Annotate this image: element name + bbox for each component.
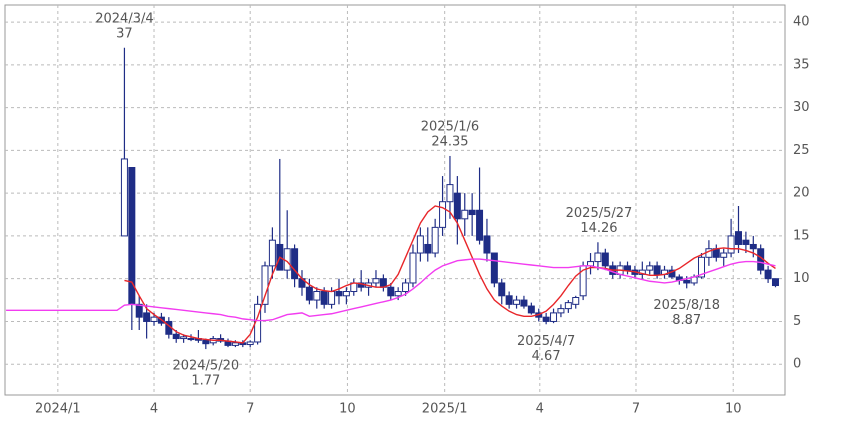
- annotation-date: 2025/5/27: [566, 206, 633, 221]
- candle-body: [542, 316, 550, 322]
- candle-body: [646, 265, 654, 271]
- y-tick-label: 10: [793, 271, 810, 286]
- y-tick-label: 5: [793, 314, 801, 329]
- candle-body: [520, 299, 528, 307]
- candle-body: [335, 291, 343, 297]
- candle-body: [564, 302, 572, 310]
- candle-body: [246, 341, 254, 346]
- y-tick-label: 20: [793, 186, 810, 201]
- candle-body: [601, 252, 609, 267]
- candle-body: [128, 167, 136, 305]
- x-tick-label: 7: [246, 402, 254, 417]
- y-tick-label: 25: [793, 143, 810, 158]
- candle-body: [490, 252, 498, 284]
- candle-body: [653, 265, 661, 275]
- annotation-date: 2024/5/20: [172, 359, 239, 374]
- candle-body: [416, 235, 424, 254]
- candle-body: [749, 243, 757, 250]
- candle-body: [135, 303, 143, 318]
- candle-body: [698, 256, 706, 278]
- y-tick-label: 40: [793, 15, 810, 30]
- candle-body: [172, 333, 180, 340]
- candle-body: [557, 308, 565, 314]
- candle-body: [268, 239, 276, 267]
- candle-body: [328, 291, 336, 305]
- annotation-value: 4.67: [532, 349, 561, 364]
- y-tick-label: 35: [793, 57, 810, 72]
- candle-body: [409, 252, 417, 284]
- candle-body: [742, 239, 750, 245]
- candle-body: [727, 235, 735, 254]
- candle-body: [402, 282, 410, 293]
- x-tick-label: 2024/1: [35, 402, 81, 417]
- candle-body: [313, 291, 321, 301]
- candle-body: [431, 226, 439, 254]
- candle-body: [439, 201, 447, 228]
- candle-body: [624, 265, 632, 271]
- candle-body: [387, 286, 395, 297]
- candle-body: [527, 305, 535, 314]
- x-tick-label: 2025/1: [422, 402, 468, 417]
- candle-body: [498, 282, 506, 297]
- candle-body: [572, 297, 580, 305]
- candle-body: [150, 316, 158, 322]
- annotation-value: 14.26: [580, 221, 617, 236]
- candle-body: [505, 295, 513, 305]
- annotation-value: 24.35: [431, 134, 468, 149]
- candle-body: [231, 342, 239, 346]
- candle-body: [283, 248, 291, 271]
- candle-body: [453, 192, 461, 220]
- candle-body: [720, 252, 728, 258]
- candle-body: [683, 279, 691, 284]
- candle-body: [120, 158, 128, 237]
- candle-body: [771, 278, 779, 287]
- candle-body: [550, 312, 558, 322]
- candle-body: [594, 252, 602, 263]
- x-tick-label: 4: [536, 402, 544, 417]
- candle-body: [394, 291, 402, 297]
- y-tick-label: 15: [793, 228, 810, 243]
- candle-body: [187, 338, 195, 341]
- candle-body: [291, 248, 299, 280]
- annotation-value: 1.77: [191, 374, 220, 389]
- candle-body: [483, 235, 491, 254]
- candle-body: [261, 265, 269, 305]
- candle-body: [734, 231, 742, 245]
- candle-body: [476, 209, 484, 241]
- y-tick-label: 0: [793, 357, 801, 372]
- x-tick-label: 10: [725, 402, 742, 417]
- x-tick-label: 7: [632, 402, 640, 417]
- candle-body: [446, 184, 454, 203]
- candle-body: [305, 286, 313, 301]
- annotation-value: 8.87: [672, 313, 701, 328]
- annotation-date: 2025/4/7: [517, 334, 575, 349]
- annotation-value: 37: [116, 26, 133, 41]
- candle-body: [461, 209, 469, 220]
- moving-average-line: [6, 258, 776, 322]
- candle-body: [143, 312, 151, 322]
- candle-body: [320, 291, 328, 305]
- candle-body: [202, 339, 210, 345]
- moving-average-line: [124, 205, 776, 344]
- candle-body: [180, 336, 188, 340]
- candle-body: [342, 291, 350, 297]
- candle-body: [424, 243, 432, 254]
- candle-body: [468, 209, 476, 216]
- annotation-date: 2024/3/4: [95, 11, 153, 26]
- y-tick-label: 30: [793, 100, 810, 115]
- annotation-date: 2025/1/6: [421, 119, 479, 134]
- x-tick-label: 10: [339, 402, 356, 417]
- candle-body: [513, 299, 521, 305]
- x-tick-label: 4: [150, 402, 158, 417]
- annotation-date: 2025/8/18: [653, 298, 720, 313]
- candle-body: [372, 278, 380, 284]
- candle-body: [764, 269, 772, 280]
